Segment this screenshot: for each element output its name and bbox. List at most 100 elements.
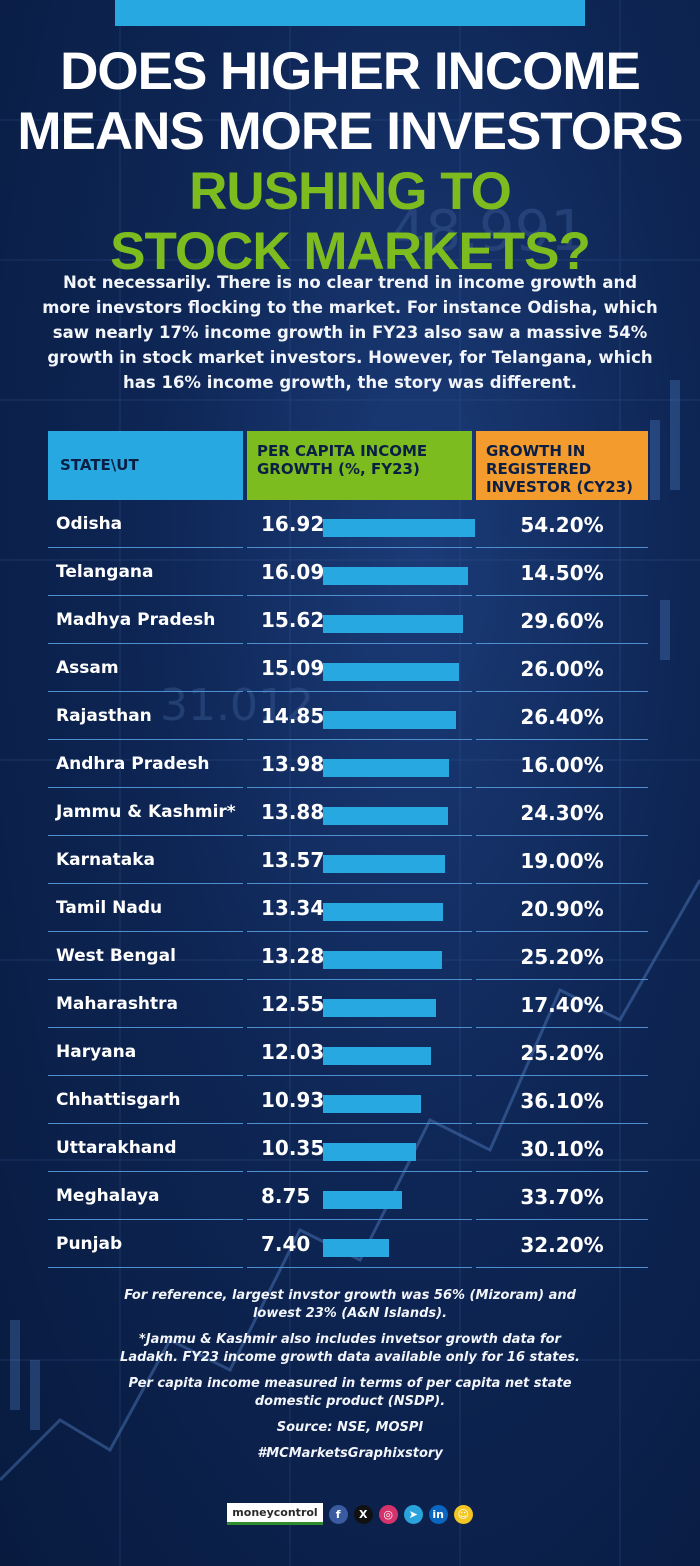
data-table: STATE\UT PER CAPITA INCOME GROWTH (%, FY… (48, 431, 648, 1268)
cell-growth: 24.30% (476, 788, 648, 836)
cell-growth: 32.20% (476, 1220, 648, 1268)
footer: moneycontrol f X ◎ ➤ in ☺ (0, 1502, 700, 1526)
cell-income: 15.62 (247, 596, 472, 644)
cell-growth: 26.00% (476, 644, 648, 692)
bg-ticker-2: 31.012 (160, 680, 314, 731)
cell-growth: 16.00% (476, 740, 648, 788)
moneycontrol-logo[interactable]: moneycontrol (227, 1503, 323, 1525)
income-value: 7.40 (261, 1232, 311, 1256)
cell-state: Odisha (48, 500, 243, 548)
table-row: Odisha 16.92 54.20% (48, 500, 648, 548)
snapchat-icon[interactable]: ☺ (453, 1504, 473, 1524)
cell-income: 14.85 (247, 692, 472, 740)
cell-state: Karnataka (48, 836, 243, 884)
cell-income: 12.03 (247, 1028, 472, 1076)
cell-growth: 54.20% (476, 500, 648, 548)
table-row: West Bengal 13.28 25.20% (48, 932, 648, 980)
income-value: 15.62 (261, 608, 325, 632)
cell-state: Uttarakhand (48, 1124, 243, 1172)
cell-state: West Bengal (48, 932, 243, 980)
income-value: 10.93 (261, 1088, 325, 1112)
income-bar (323, 1095, 422, 1113)
income-bar (323, 999, 436, 1017)
income-bar (323, 1191, 402, 1209)
note-nsdp: Per capita income measured in terms of p… (128, 1376, 572, 1409)
cell-growth: 25.20% (476, 1028, 648, 1076)
header-income: PER CAPITA INCOME GROWTH (%, FY23) (247, 431, 472, 500)
cell-state: Haryana (48, 1028, 243, 1076)
cell-state: Assam (48, 644, 243, 692)
cell-growth: 17.40% (476, 980, 648, 1028)
title-line-1: DOES HIGHER INCOME (60, 42, 641, 101)
table-row: Rajasthan 14.85 26.40% (48, 692, 648, 740)
income-bar (323, 1047, 432, 1065)
table-row: Assam 15.09 26.00% (48, 644, 648, 692)
telegram-icon[interactable]: ➤ (403, 1504, 423, 1524)
cell-income: 12.55 (247, 980, 472, 1028)
note-hashtag: #MCMarketsGraphixstory (257, 1446, 443, 1461)
cell-income: 13.88 (247, 788, 472, 836)
facebook-icon[interactable]: f (328, 1504, 348, 1524)
cell-income: 15.09 (247, 644, 472, 692)
income-value: 8.75 (261, 1184, 311, 1208)
cell-growth: 20.90% (476, 884, 648, 932)
cell-growth: 30.10% (476, 1124, 648, 1172)
income-bar (323, 1143, 416, 1161)
intro-text: Not necessarily. There is no clear trend… (42, 273, 658, 392)
x-icon[interactable]: X (353, 1504, 373, 1524)
income-bar (323, 951, 443, 969)
header-growth: GROWTH IN REGISTERED INVESTOR (CY23) (476, 431, 648, 500)
instagram-icon[interactable]: ◎ (378, 1504, 398, 1524)
table-row: Haryana 12.03 25.20% (48, 1028, 648, 1076)
income-bar (323, 807, 448, 825)
header-state: STATE\UT (48, 431, 243, 500)
linkedin-icon[interactable]: in (428, 1504, 448, 1524)
table-row: Karnataka 13.57 19.00% (48, 836, 648, 884)
income-bar (323, 615, 464, 633)
cell-growth: 19.00% (476, 836, 648, 884)
income-value: 14.85 (261, 704, 325, 728)
cell-growth: 26.40% (476, 692, 648, 740)
table-body: Odisha 16.92 54.20% Telangana 16.09 14.50% Mad… (48, 500, 648, 1268)
income-bar (323, 903, 443, 921)
income-value: 16.92 (261, 512, 325, 536)
income-value: 16.09 (261, 560, 325, 584)
income-bar (323, 1239, 390, 1257)
cell-state: Rajasthan (48, 692, 243, 740)
page-title: DOES HIGHER INCOME MEANS MORE INVESTORS … (0, 42, 700, 282)
table-row: Maharashtra 12.55 17.40% (48, 980, 648, 1028)
top-accent-bar (115, 0, 585, 26)
cell-state: Telangana (48, 548, 243, 596)
income-bar (323, 567, 468, 585)
cell-income: 13.34 (247, 884, 472, 932)
table-row: Meghalaya 8.75 33.70% (48, 1172, 648, 1220)
income-bar (323, 759, 449, 777)
income-value: 13.98 (261, 752, 325, 776)
cell-growth: 33.70% (476, 1172, 648, 1220)
income-value: 10.35 (261, 1136, 325, 1160)
cell-income: 10.35 (247, 1124, 472, 1172)
cell-growth: 25.20% (476, 932, 648, 980)
cell-state: Madhya Pradesh (48, 596, 243, 644)
income-value: 13.88 (261, 800, 325, 824)
cell-income: 10.93 (247, 1076, 472, 1124)
table-row: Tamil Nadu 13.34 20.90% (48, 884, 648, 932)
income-value: 15.09 (261, 656, 325, 680)
cell-income: 13.28 (247, 932, 472, 980)
income-bar (323, 711, 457, 729)
title-line-4: STOCK MARKETS? (110, 222, 591, 281)
income-value: 12.55 (261, 992, 325, 1016)
cell-state: Punjab (48, 1220, 243, 1268)
cell-income: 13.57 (247, 836, 472, 884)
cell-state: Chhattisgarh (48, 1076, 243, 1124)
income-value: 13.28 (261, 944, 325, 968)
note-source: Source: NSE, MOSPI (276, 1420, 424, 1435)
cell-income: 7.40 (247, 1220, 472, 1268)
title-line-2: MEANS MORE INVESTORS (17, 102, 683, 161)
table-row: Jammu & Kashmir* 13.88 24.30% (48, 788, 648, 836)
table-row: Chhattisgarh 10.93 36.10% (48, 1076, 648, 1124)
table-row: Andhra Pradesh 13.98 16.00% (48, 740, 648, 788)
title-line-3: RUSHING TO (189, 162, 512, 221)
cell-state: Tamil Nadu (48, 884, 243, 932)
table-row: Punjab 7.40 32.20% (48, 1220, 648, 1268)
